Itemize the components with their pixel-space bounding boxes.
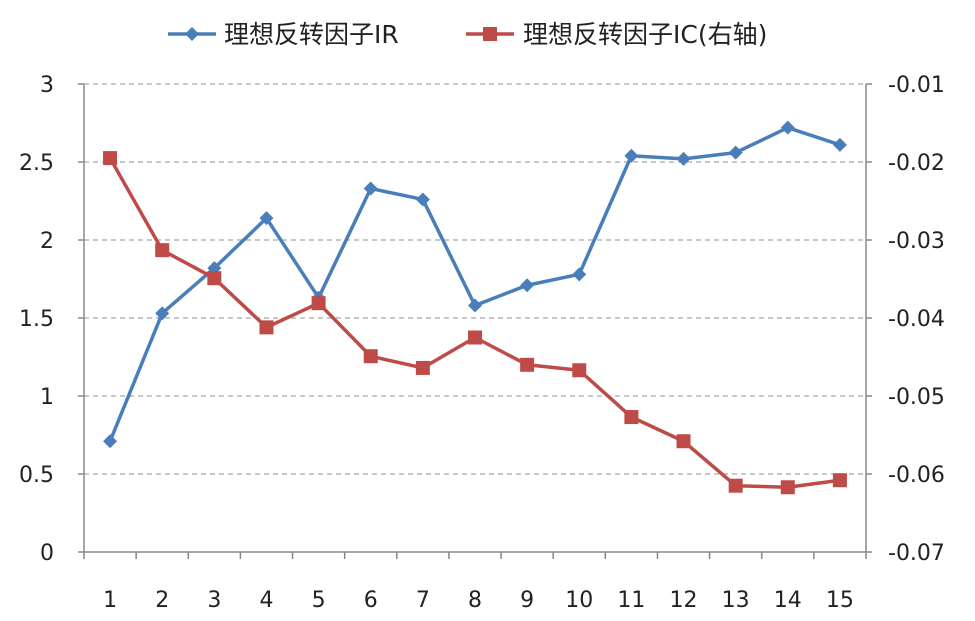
right-tick-label: -0.07: [888, 541, 945, 566]
data-point: [363, 181, 378, 196]
legend-label: 理想反转因子IR: [224, 20, 399, 49]
x-axis-ticks: 1 2 3 4 5 6 7 8 9 10 11 12 13 14 15: [103, 588, 854, 613]
data-point: [468, 330, 482, 345]
data-point: [363, 349, 378, 364]
series-2: [103, 151, 847, 495]
data-point: [103, 151, 118, 166]
legend-marker: [185, 27, 199, 41]
data-point: [259, 211, 274, 226]
legend-entry: 理想反转因子IR: [168, 20, 399, 49]
data-point: [572, 267, 587, 282]
data-point: [311, 296, 326, 311]
x-tick-label: 11: [617, 588, 645, 613]
data-point: [103, 434, 118, 449]
left-tick-label: 2.5: [19, 151, 54, 176]
series-line: [108, 157, 841, 490]
data-point: [676, 434, 691, 449]
x-tick-label: 4: [259, 588, 273, 613]
legend-marker: [483, 27, 497, 41]
x-tick-label: 15: [826, 588, 854, 613]
data-point: [624, 410, 639, 425]
x-tick-label: 12: [670, 588, 698, 613]
data-point: [780, 480, 795, 495]
right-tick-label: -0.04: [888, 307, 945, 332]
x-tick-label: 9: [520, 588, 534, 613]
x-tick-label: 5: [312, 588, 326, 613]
x-tick-label: 10: [565, 588, 593, 613]
data-point: [832, 473, 847, 488]
legend-label: 理想反转因子IC(右轴): [523, 20, 767, 49]
legend: 理想反转因子IR 理想反转因子IC(右轴): [168, 20, 767, 49]
left-tick-label: 1: [40, 385, 54, 410]
data-point: [155, 243, 170, 258]
x-tick-label: 6: [364, 588, 378, 613]
left-tick-label: 2: [40, 229, 54, 254]
left-tick-label: 0: [40, 541, 54, 566]
gridlines: [84, 83, 866, 475]
x-tick-label: 8: [468, 588, 482, 613]
x-tick-label: 14: [774, 588, 802, 613]
data-point: [415, 192, 430, 207]
left-tick-label: 0.5: [19, 463, 54, 488]
right-tick-label: -0.05: [888, 385, 945, 410]
right-tick-label: -0.02: [888, 151, 945, 176]
legend-entry: 理想反转因子IC(右轴): [466, 20, 767, 49]
axes: [78, 83, 872, 559]
x-tick-label: 13: [722, 588, 750, 613]
right-tick-label: -0.06: [888, 463, 945, 488]
data-point: [676, 151, 691, 166]
data-point: [624, 148, 639, 163]
right-axis-ticks: -0.07 -0.06 -0.05 -0.04 -0.03 -0.02 -0.01: [888, 73, 945, 566]
right-tick-label: -0.01: [888, 73, 945, 98]
data-point: [415, 360, 430, 375]
x-tick-label: 3: [207, 588, 221, 613]
data-point: [728, 478, 743, 493]
data-point: [155, 306, 170, 321]
data-point: [572, 363, 587, 378]
x-tick-label: 1: [103, 588, 117, 613]
data-point: [780, 120, 795, 135]
data-point: [207, 271, 222, 286]
data-point: [832, 137, 847, 152]
data-point: [520, 357, 535, 372]
left-tick-label: 3: [40, 73, 54, 98]
data-point: [468, 298, 482, 313]
left-tick-label: 1.5: [19, 307, 54, 332]
right-tick-label: -0.03: [888, 229, 945, 254]
left-axis-ticks: 0 0.5 1 1.5 2 2.5 3: [19, 73, 54, 566]
data-point: [259, 320, 274, 335]
x-tick-label: 7: [416, 588, 430, 613]
x-tick-label: 2: [155, 588, 169, 613]
data-point: [520, 278, 535, 293]
series: [103, 120, 847, 495]
data-point: [728, 145, 743, 160]
